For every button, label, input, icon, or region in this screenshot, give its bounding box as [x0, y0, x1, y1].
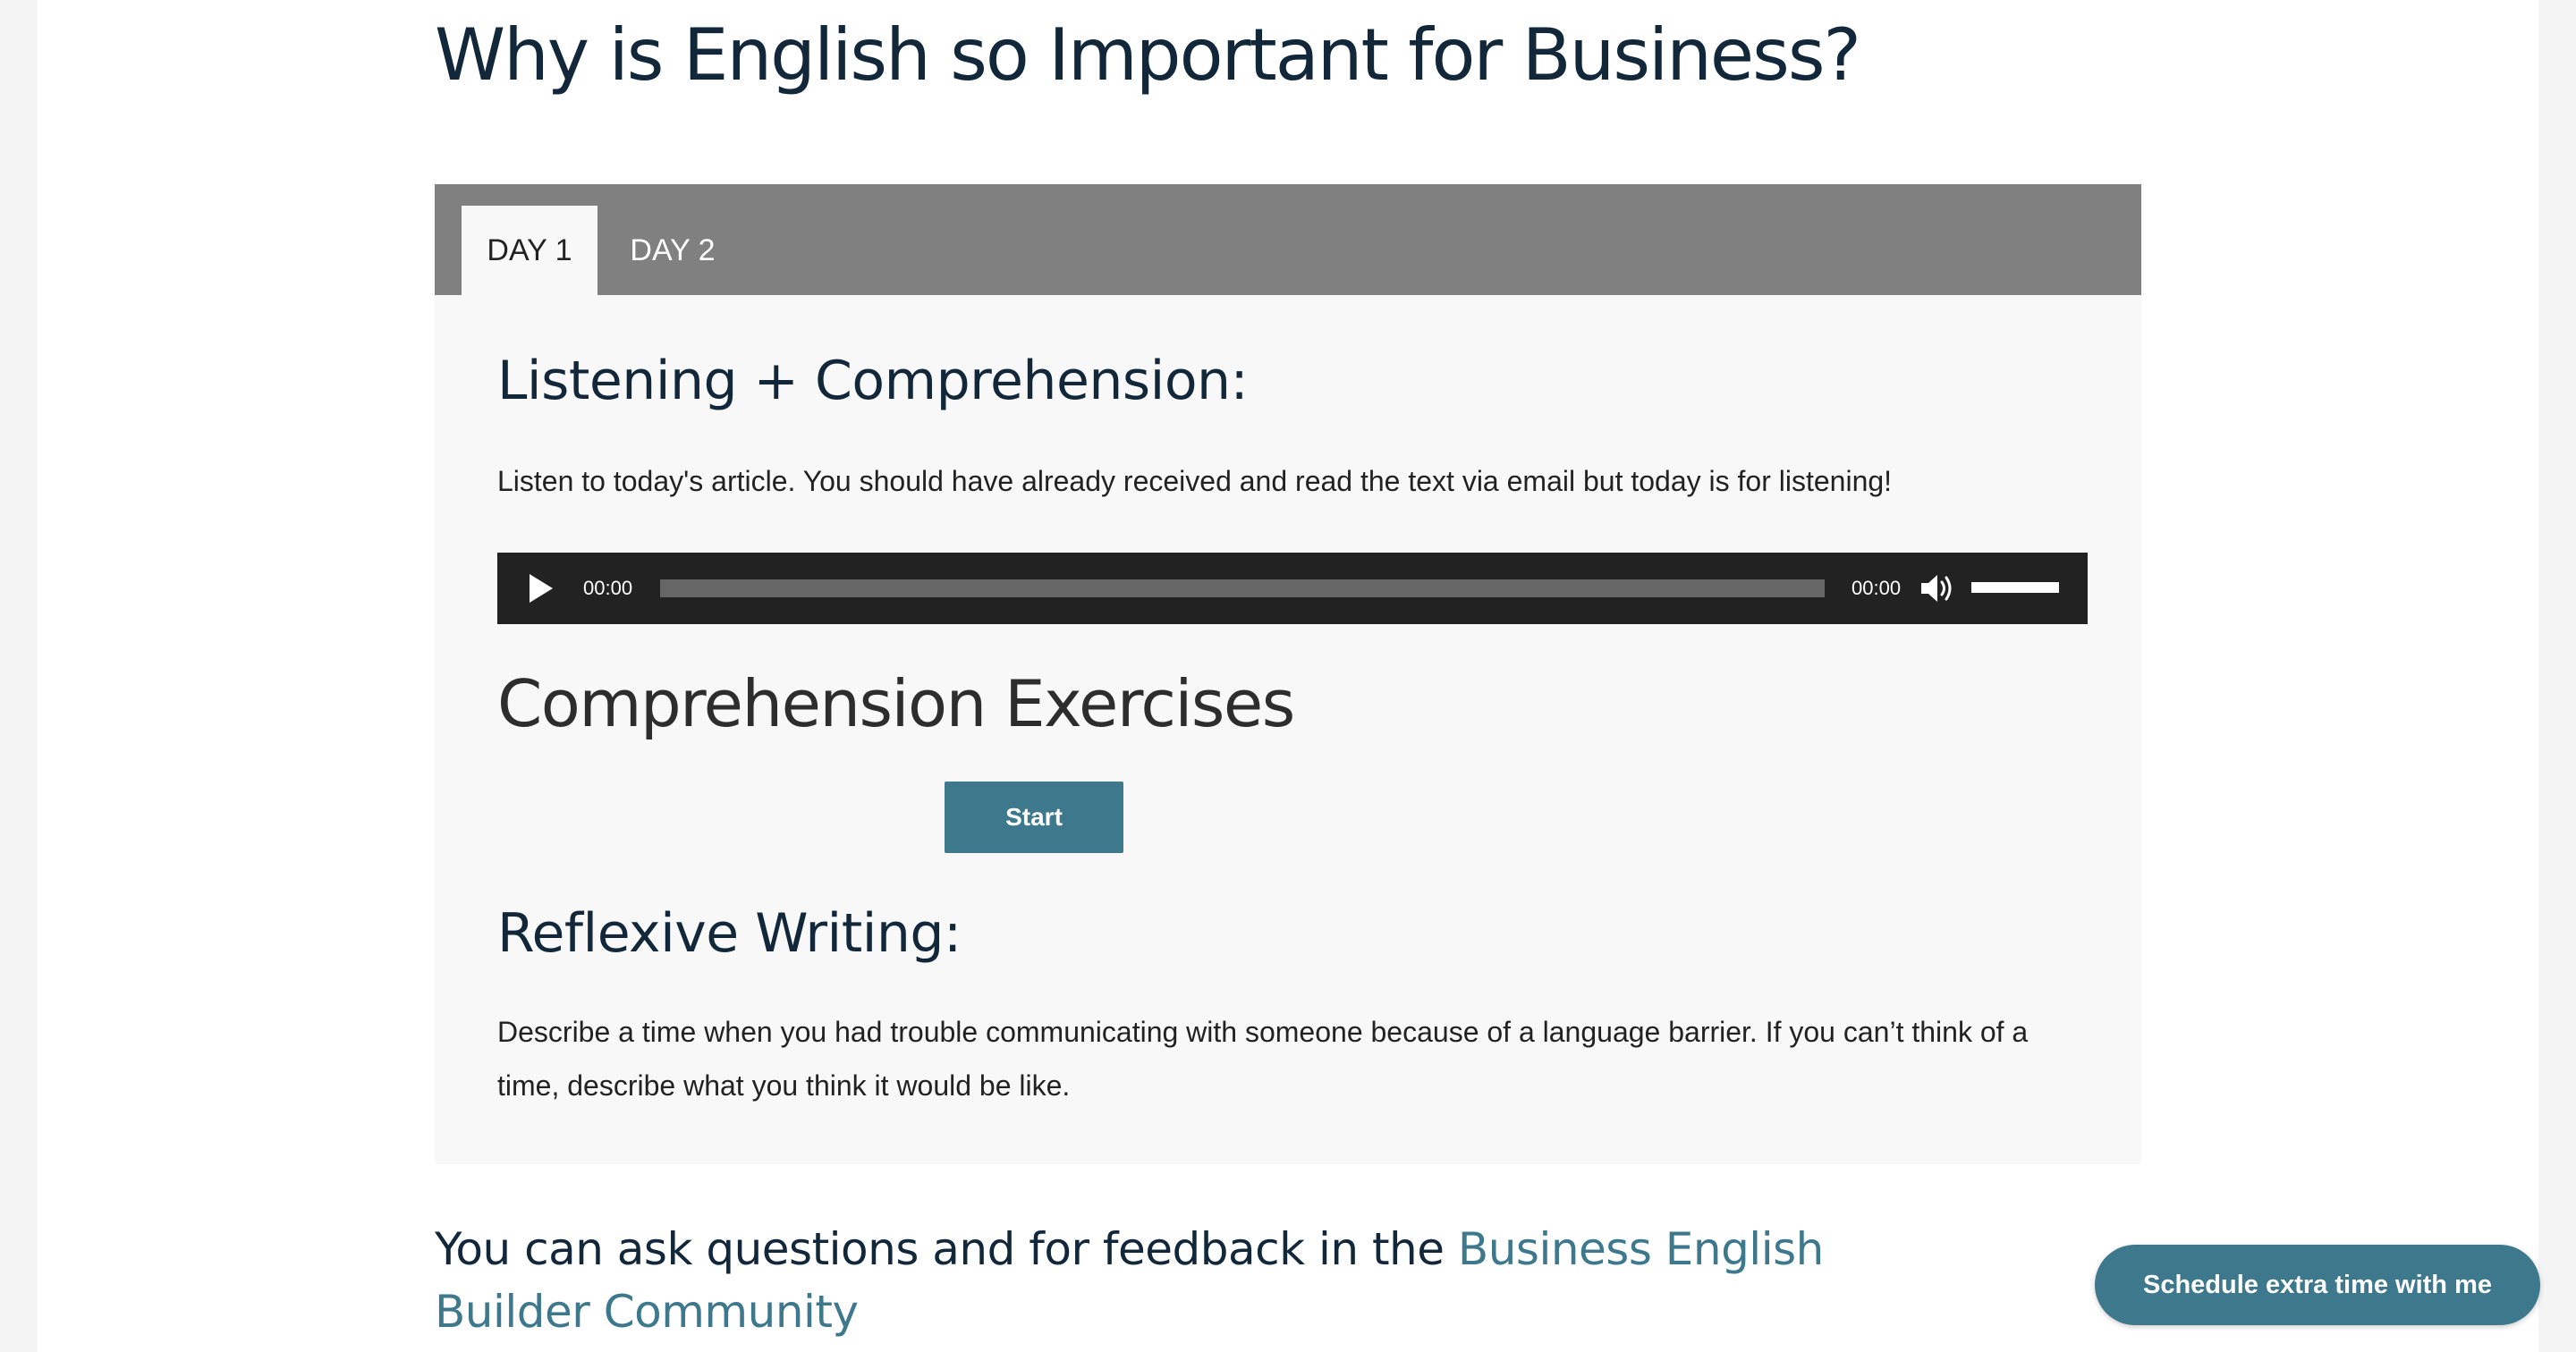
exercises-heading: Comprehension Exercises	[497, 666, 1295, 741]
speaker-icon[interactable]	[1919, 572, 1955, 604]
reflexive-writing-prompt: Describe a time when you had trouble com…	[497, 1016, 2029, 1102]
listening-description: Listen to today's article. You should ha…	[497, 465, 1893, 497]
community-note: You can ask questions and for feedback i…	[435, 1218, 1973, 1343]
audio-player: 00:00 00:00	[497, 553, 2088, 624]
duration-time: 00:00	[1852, 577, 1902, 599]
volume-slider-fill	[1971, 582, 2059, 593]
volume-slider[interactable]	[1971, 582, 2059, 593]
schedule-button[interactable]: Schedule extra time with me	[2095, 1245, 2540, 1325]
play-icon[interactable]	[530, 574, 553, 603]
start-button[interactable]: Start	[945, 782, 1123, 853]
community-text: You can ask questions and for feedback i…	[435, 1223, 1458, 1275]
tab-bar: DAY 1 DAY 2	[435, 184, 2141, 295]
community-link[interactable]: Business English Builder Community	[435, 1223, 1824, 1338]
current-time: 00:00	[583, 577, 633, 599]
audio-progress-bar[interactable]	[660, 579, 1825, 597]
tab-day-1[interactable]: DAY 1	[462, 206, 597, 295]
tab-day-2[interactable]: DAY 2	[630, 232, 716, 267]
listening-heading: Listening + Comprehension:	[497, 350, 1249, 412]
page-title: Why is English so Important for Business…	[435, 13, 1861, 97]
day-tabs-panel: DAY 1 DAY 2 Listening + Comprehension: L…	[435, 184, 2141, 1164]
reflexive-writing-heading: Reflexive Writing:	[497, 902, 962, 965]
